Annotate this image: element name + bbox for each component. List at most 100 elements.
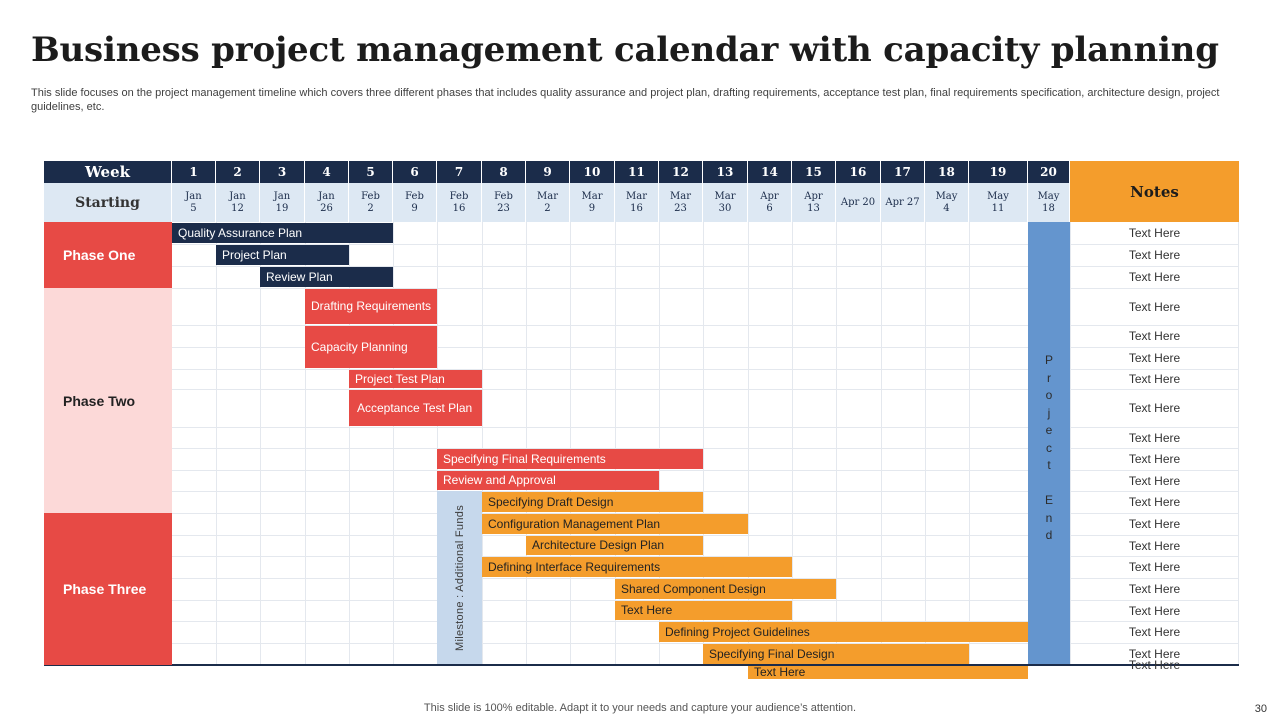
week-start-date: Apr 20 [836, 183, 881, 222]
grid-col-line [260, 222, 261, 665]
task-bar: Specifying Final Requirements [437, 449, 703, 469]
grid-row-line [172, 448, 1239, 449]
grid-row-line [172, 556, 1239, 557]
week-number: 2 [216, 161, 260, 183]
grid-col-line [393, 222, 394, 665]
grid-col-line [748, 222, 749, 665]
week-start-date: Apr 6 [748, 183, 792, 222]
week-number: 12 [659, 161, 703, 183]
week-number: 18 [925, 161, 969, 183]
grid-col-line [1238, 222, 1239, 665]
week-number: 11 [615, 161, 659, 183]
note-cell: Text Here [1128, 351, 1181, 365]
task-bar: Acceptance Test Plan [349, 390, 482, 426]
task-bar: Project Test Plan [349, 370, 482, 388]
grid-row-line [172, 266, 1239, 267]
week-number: 19 [969, 161, 1028, 183]
note-cell: Text Here [1128, 560, 1181, 574]
grid-col-line [881, 222, 882, 665]
grid-col-line [349, 222, 350, 665]
grid-row-line [172, 470, 1239, 471]
note-cell: Text Here [1128, 299, 1181, 314]
week-number: 10 [570, 161, 615, 183]
grid-row-line [172, 600, 1239, 601]
note-cell: Text Here [1128, 270, 1181, 284]
grid-row-line [172, 427, 1239, 428]
week-start-date: Mar 2 [526, 183, 570, 222]
week-start-date: Apr 13 [792, 183, 836, 222]
note-cell: Text Here [1128, 372, 1181, 386]
week-start-date: Jan 12 [216, 183, 260, 222]
grid-col-line [1070, 222, 1071, 665]
task-bar: Defining Project Guidelines [659, 622, 1028, 642]
grid-col-line [925, 222, 926, 665]
task-bar: Capacity Planning [305, 326, 437, 368]
page-title: Business project management calendar wit… [31, 30, 1219, 70]
week-number: 20 [1028, 161, 1070, 183]
phase-label: Phase One [44, 222, 172, 288]
week-number: 16 [836, 161, 881, 183]
task-bar: Drafting Requirements [305, 289, 437, 324]
week-start-date: May 18 [1028, 183, 1070, 222]
task-bar: Specifying Draft Design [482, 492, 703, 512]
week-start-date: Mar 9 [570, 183, 615, 222]
week-number: 13 [703, 161, 748, 183]
grid-col-line [615, 222, 616, 665]
grid-col-line [792, 222, 793, 665]
note-cell: Text Here [1128, 430, 1181, 445]
starting-header-label: Starting [44, 183, 172, 222]
week-start-date: Feb 23 [482, 183, 526, 222]
grid-row-line [172, 535, 1239, 536]
grid-col-line [570, 222, 571, 665]
task-bar: Project Plan [216, 245, 349, 265]
note-cell: Text Here [1128, 452, 1181, 466]
grid-row-line [172, 513, 1239, 514]
week-number: 3 [260, 161, 305, 183]
note-cell: Text Here [1128, 495, 1181, 509]
week-number: 6 [393, 161, 437, 183]
task-bar: Text Here [748, 666, 1028, 679]
grid-col-line [703, 222, 704, 665]
grid-row-line [172, 347, 1239, 348]
note-cell: Text Here [1128, 538, 1181, 553]
note-cell: Text Here [1128, 329, 1181, 343]
grid-col-line [836, 222, 837, 665]
grid-row-line [172, 325, 1239, 326]
week-start-date: Mar 23 [659, 183, 703, 222]
milestone-label: Milestone : Additional Funds [453, 504, 466, 651]
note-cell: Text Here [1128, 647, 1181, 661]
grid-col-line [437, 222, 438, 665]
note-cell: Text Here [1128, 248, 1181, 262]
task-bar: Text Here [615, 601, 792, 620]
grid-row-line [172, 244, 1239, 245]
week-number: 5 [349, 161, 393, 183]
note-cell: Text Here [1128, 625, 1181, 639]
week-number: 7 [437, 161, 482, 183]
week-number: 1 [172, 161, 216, 183]
footer-text: This slide is 100% editable. Adapt it to… [423, 702, 857, 714]
week-number: 9 [526, 161, 570, 183]
note-cell: Text Here [1128, 226, 1181, 240]
task-bar: Defining Interface Requirements [482, 557, 792, 577]
milestone-column: Milestone : Additional Funds [437, 491, 482, 664]
page-subtitle: This slide focuses on the project manage… [31, 87, 1220, 113]
week-start-date: May 11 [969, 183, 1028, 222]
grid-row-line [172, 369, 1239, 370]
phase-label: Phase Three [44, 513, 172, 665]
week-number: 8 [482, 161, 526, 183]
page-number: 30 [1254, 703, 1267, 715]
grid-col-line [482, 222, 483, 665]
week-start-date: Feb 2 [349, 183, 393, 222]
grid-row-line [172, 643, 1239, 644]
note-cell: Text Here [1128, 603, 1181, 618]
week-start-date: Feb 9 [393, 183, 437, 222]
grid-row-line [172, 578, 1239, 579]
task-bar: Review and Approval [437, 471, 659, 490]
note-cell: Text Here [1128, 401, 1181, 415]
grid-row-line [172, 288, 1239, 289]
task-bar: Architecture Design Plan [526, 536, 703, 555]
week-header-label: Week [44, 161, 172, 183]
note-cell: Text Here [1128, 517, 1181, 531]
